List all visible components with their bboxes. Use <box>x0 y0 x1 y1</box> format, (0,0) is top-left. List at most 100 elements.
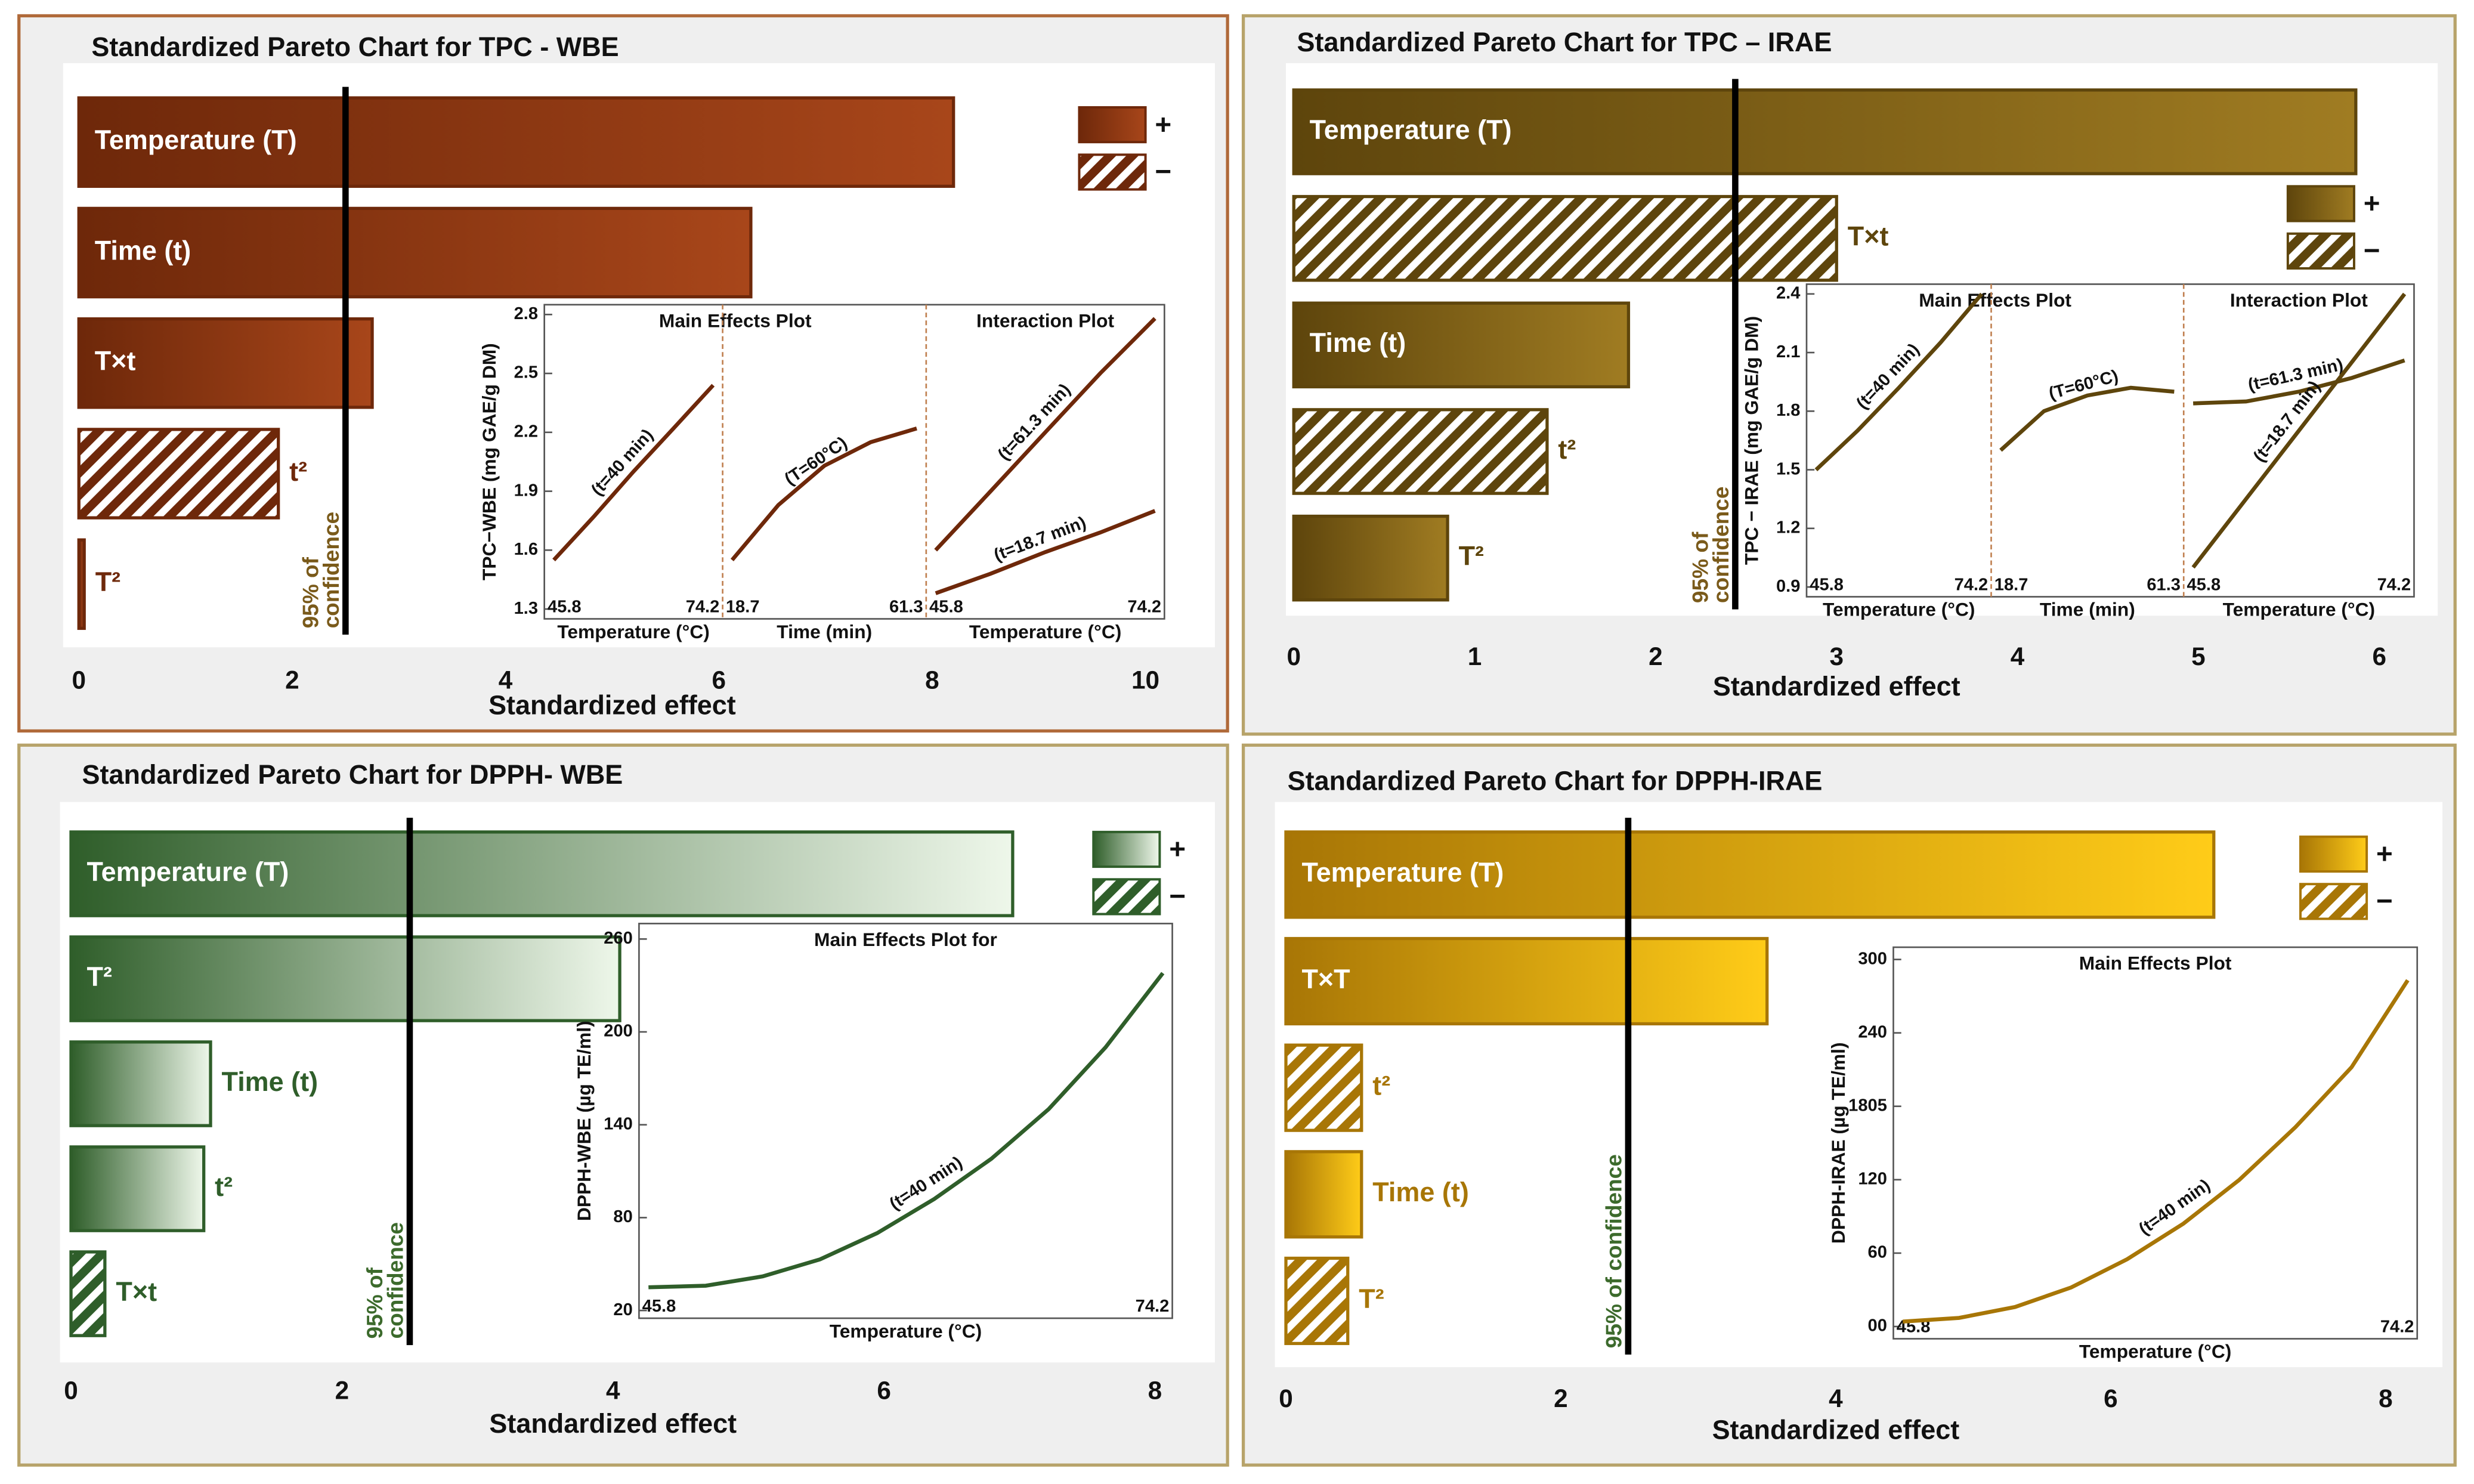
chart-title: Standardized Pareto Chart for DPPH- WBE <box>82 759 623 790</box>
x-tick-label: 2 <box>1649 642 1663 670</box>
inset-title: Main Effects Plot <box>659 310 812 331</box>
inset-y-label: DPPH-IRAE (µg TE/ml) <box>1827 1042 1849 1244</box>
bar <box>1292 194 1838 282</box>
inset-y-tick-label: 1.2 <box>1776 518 1800 537</box>
inset-x-tick-label: 45.8 <box>1810 576 1844 595</box>
inset-x-label: Temperature (°C) <box>557 621 710 642</box>
bar-label: Time (t) <box>95 235 191 265</box>
inset-y-tick-label: 260 <box>604 929 633 948</box>
bar <box>1284 830 2216 919</box>
inset-x-tick-label: 74.2 <box>1127 598 1161 617</box>
x-tick-label: 3 <box>1829 642 1844 670</box>
x-tick-label: 10 <box>1131 666 1159 694</box>
inset-y-tick-label: 2.5 <box>514 363 538 382</box>
inset-frame <box>1805 283 2415 598</box>
legend-swatch <box>1092 830 1161 868</box>
bar-label: Temperature (T) <box>1301 857 1504 888</box>
inset-y-tick-label: 1.8 <box>1776 401 1800 420</box>
bar <box>1284 1150 1363 1239</box>
bar-label: Temperature (T) <box>86 857 289 887</box>
inset-y-tick-label: 1.6 <box>514 540 538 559</box>
bar-label: Time (t) <box>1372 1177 1469 1207</box>
effect-curve <box>1814 292 1984 472</box>
inset-x-label: Time (min) <box>777 621 872 642</box>
legend-label: − <box>1155 156 1171 188</box>
inset-y-tick-label: 2.1 <box>1776 342 1800 361</box>
threshold-label: 95% of <box>1688 531 1713 603</box>
x-axis-label: Standardized effect <box>1712 1415 1960 1445</box>
x-tick-label: 8 <box>1148 1377 1162 1405</box>
inset-y-tick-label: 1.5 <box>1776 459 1800 478</box>
x-tick-label: 5 <box>2191 642 2206 670</box>
inset-y-label: TPC − IRAE (mg GAE/g DM) <box>1740 316 1762 565</box>
x-tick-label: 6 <box>712 666 726 694</box>
x-tick-label: 8 <box>2379 1384 2393 1412</box>
inset-x-tick-label: 74.2 <box>1136 1297 1170 1316</box>
inset-x-tick-label: 45.8 <box>642 1297 676 1316</box>
inset-title: Main Effects Plot for <box>814 929 997 950</box>
legend-swatch <box>2299 883 2368 920</box>
inset-y-tick-label: 120 <box>1858 1170 1887 1189</box>
threshold-label: confidence <box>318 512 344 629</box>
x-tick-label: 2 <box>1554 1384 1568 1412</box>
effect-curve <box>1999 385 2175 452</box>
threshold-label: confidence <box>383 1222 408 1339</box>
inset-x-tick-label: 74.2 <box>1955 576 1989 595</box>
bar-label: Temperature (T) <box>1310 115 1512 145</box>
inset-x-label: Temperature (°C) <box>2223 599 2376 620</box>
bar-label: T×t <box>116 1276 157 1307</box>
bar-label: T² <box>86 961 112 992</box>
inset-x-tick-label: 61.3 <box>889 598 923 617</box>
bar <box>77 538 86 630</box>
x-axis-label: Standardized effect <box>488 690 736 721</box>
legend-label: − <box>2364 235 2380 267</box>
x-tick-label: 4 <box>1829 1384 1843 1412</box>
legend-swatch <box>1092 878 1161 916</box>
inset-x-tick-label: 18.7 <box>1994 576 2028 595</box>
inset-y-tick-label: 2.4 <box>1776 283 1801 302</box>
x-tick-label: 0 <box>72 666 86 694</box>
bar-label: T² <box>1459 541 1484 571</box>
inset-title: Main Effects Plot <box>2079 953 2232 974</box>
legend-swatch <box>1078 106 1147 144</box>
inset-y-tick-label: 1.9 <box>514 481 538 500</box>
x-tick-label: 0 <box>1287 642 1301 670</box>
x-tick-label: 6 <box>2373 642 2387 670</box>
chart-title: Standardized Pareto Chart for TPC - WBE <box>91 32 618 62</box>
bar <box>69 1145 206 1232</box>
legend-label: + <box>1155 109 1171 140</box>
bar <box>77 428 280 520</box>
inset-y-tick-label: 1.3 <box>514 599 538 618</box>
bar <box>77 206 753 299</box>
inset-x-label: Temperature (°C) <box>2079 1341 2232 1362</box>
inset-y-tick-label: 80 <box>613 1207 632 1226</box>
threshold-label: 95% of <box>362 1267 387 1338</box>
inset-x-label: Temperature (°C) <box>969 621 1122 642</box>
threshold-label: 95% of <box>298 556 323 628</box>
legend-swatch <box>1078 153 1147 191</box>
legend-swatch <box>2286 185 2355 222</box>
bar-label: t² <box>1372 1071 1390 1101</box>
chart-title: Standardized Pareto Chart for TPC – IRAE <box>1297 27 1832 57</box>
bar <box>69 1250 107 1337</box>
bar-label: Time (t) <box>222 1066 318 1097</box>
inset-x-label: Time (min) <box>2040 599 2135 620</box>
bar-label: T×t <box>95 346 136 376</box>
bar-label: t² <box>215 1171 233 1202</box>
effect-curve <box>648 972 1165 1290</box>
bar-label: Time (t) <box>1310 327 1406 358</box>
inset-x-tick-label: 45.8 <box>929 598 963 617</box>
legend-swatch <box>2286 232 2355 270</box>
x-tick-label: 8 <box>925 666 939 694</box>
inset-y-label: DPPH-WBE (µg TE/ml) <box>573 1021 595 1221</box>
inset-x-tick-label: 45.8 <box>2187 576 2221 595</box>
x-axis-label: Standardized effect <box>1713 671 1960 701</box>
x-tick-label: 6 <box>2104 1384 2118 1412</box>
bar <box>69 830 1015 917</box>
legend-label: − <box>1169 881 1186 913</box>
threshold-label: 95% of confidence <box>1601 1154 1626 1348</box>
bar <box>69 1040 212 1127</box>
x-tick-label: 4 <box>2011 642 2025 670</box>
inset-x-tick-label: 61.3 <box>2147 576 2181 595</box>
